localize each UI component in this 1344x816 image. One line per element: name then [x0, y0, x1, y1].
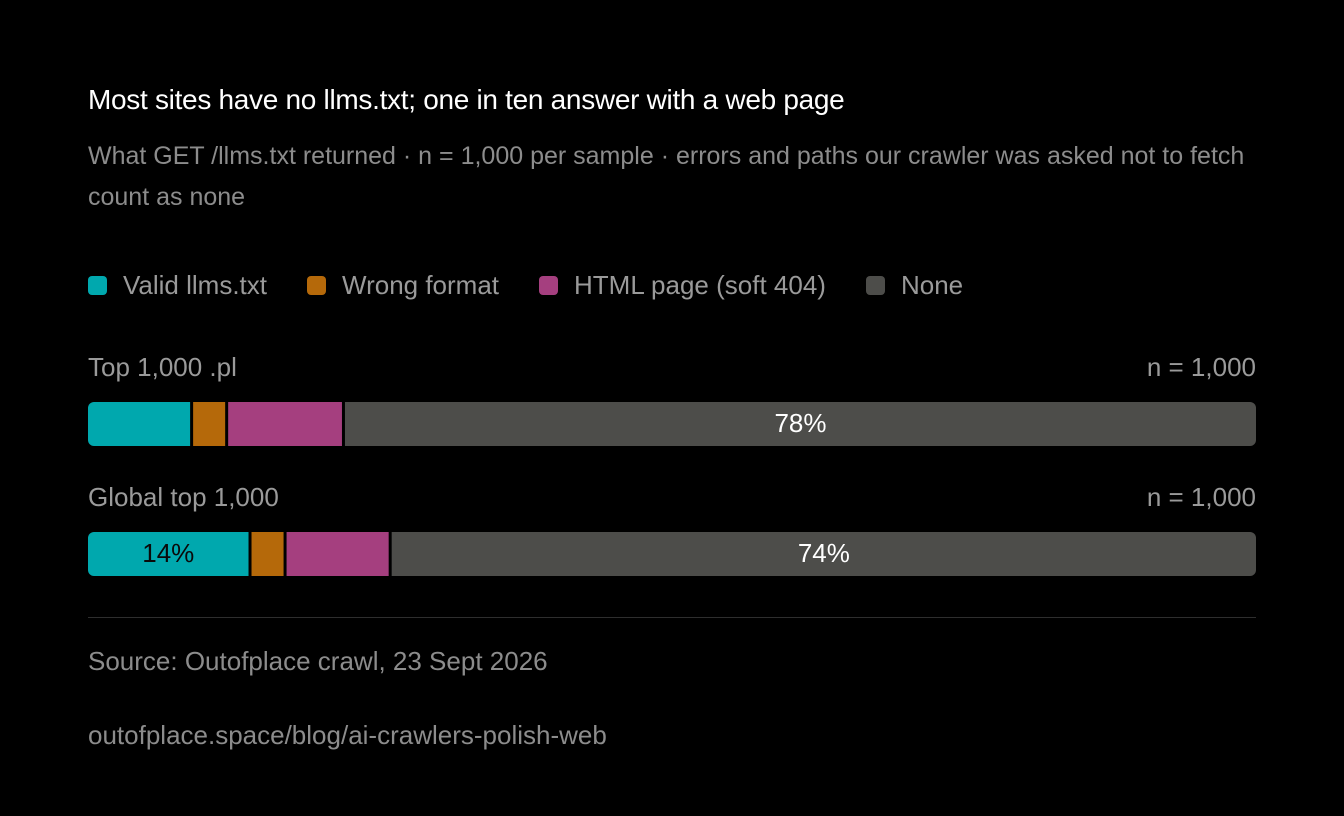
value-label: 74%	[798, 538, 850, 568]
legend-label: Valid llms.txt	[123, 270, 267, 300]
bar-segment	[251, 532, 284, 576]
bar-segment	[228, 402, 342, 446]
row-label: Global top 1,000	[88, 482, 279, 512]
legend-item: HTML page (soft 404)	[539, 270, 826, 301]
bar-segment	[286, 532, 389, 576]
bar-row	[88, 532, 1256, 576]
bar-segment	[344, 402, 1256, 446]
bar-segment	[88, 402, 191, 446]
legend-swatch	[865, 276, 885, 295]
legend-label: HTML page (soft 404)	[574, 270, 826, 300]
bar-row	[88, 402, 1256, 446]
legend-item: None	[865, 270, 964, 301]
row-note: n = 1,000	[1147, 482, 1256, 512]
bar-segment	[88, 532, 249, 576]
bar-segment	[193, 402, 226, 446]
row-note: n = 1,000	[1147, 352, 1256, 382]
legend-swatch	[539, 276, 559, 295]
legend-label: Wrong format	[342, 270, 500, 300]
legend-swatch	[307, 276, 326, 295]
legend-item: Valid llms.txt	[88, 270, 267, 301]
value-label: 14%	[142, 538, 194, 568]
bar-segment	[391, 532, 1256, 576]
url: outofplace.space/blog/ai-crawlers-polish…	[88, 720, 607, 750]
legend-swatch	[88, 276, 107, 295]
source: Source: Outofplace crawl, 23 Sept 2026	[88, 646, 548, 676]
legend-item: Wrong format	[307, 270, 499, 301]
legend-label: None	[900, 270, 964, 300]
chart-subtitle: What GET /llms.txt returned · n = 1,000 …	[88, 142, 1245, 211]
row-label: Top 1,000 .pl	[88, 352, 237, 382]
legend: Valid llms.txt Wrong format HTML page (sof…	[88, 270, 963, 301]
value-label: 78%	[774, 408, 826, 438]
chart-title: Most sites have no llms.txt; one in ten …	[88, 84, 845, 115]
